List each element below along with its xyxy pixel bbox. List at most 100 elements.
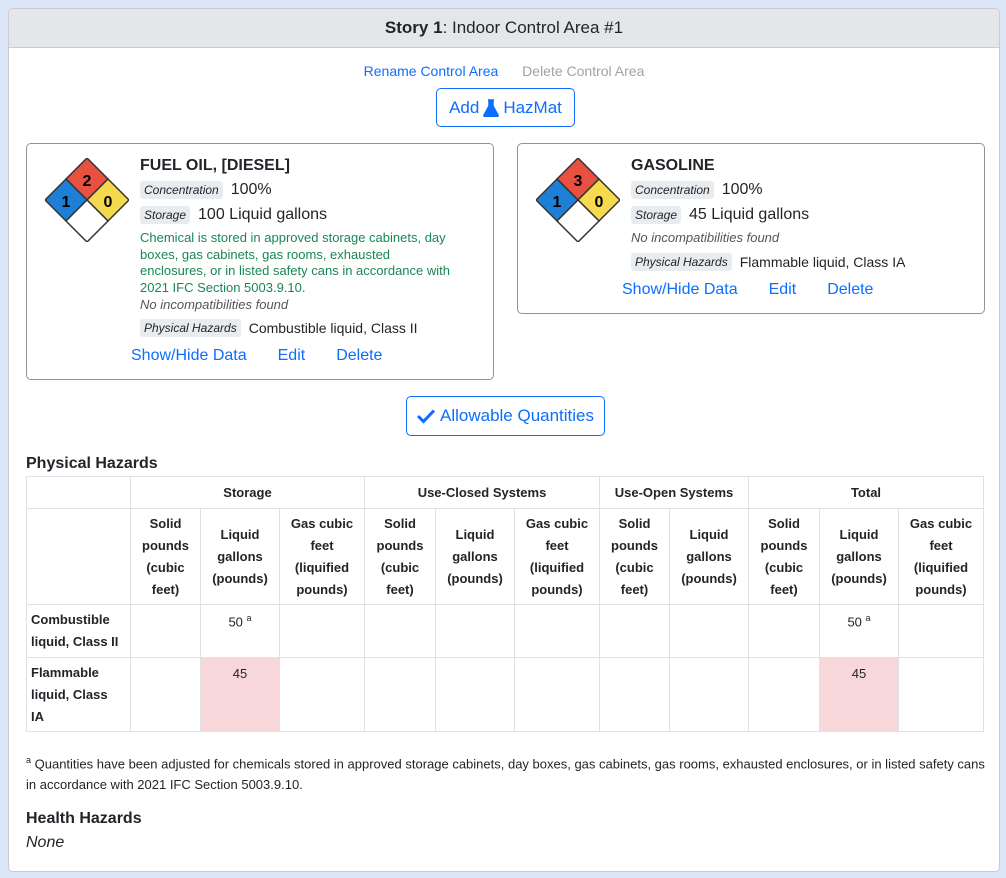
delete-control-area-link[interactable]: Delete Control Area	[522, 63, 645, 79]
chemical-actions: Show/Hide Data Edit Delete	[622, 281, 873, 299]
cell-value: 45	[232, 666, 248, 681]
subheader-gas: Gas cubic feet (liquified pounds)	[898, 508, 984, 605]
table-cell	[748, 604, 820, 658]
show-hide-data-link[interactable]: Show/Hide Data	[131, 347, 247, 364]
subheader-line: (cubic	[615, 559, 654, 575]
subheader-line: Liquid	[220, 526, 260, 542]
subheader-line: (cubic	[146, 559, 185, 575]
subheader-line: (liquified	[294, 559, 350, 575]
row-name-line: liquid, Class II	[31, 634, 119, 649]
physical-hazards-row: Physical Hazards Flammable liquid, Class…	[631, 253, 905, 271]
storage-tag: Storage	[631, 206, 682, 224]
storage-row: Storage 100 Liquid gallons	[140, 206, 327, 224]
subheader-liquid: Liquid gallons (pounds)	[200, 508, 280, 605]
subheader-solid: Solid pounds (cubic feet)	[748, 508, 820, 605]
concentration-tag: Concentration	[140, 181, 223, 199]
physical-hazards-title: Physical Hazards	[26, 455, 158, 472]
table-cell	[514, 604, 600, 658]
concentration-value: 100%	[230, 181, 272, 198]
concentration-row: Concentration 100%	[140, 181, 272, 199]
nfpa-health-value: 1	[553, 194, 562, 211]
total-liquid-cell: 50 a	[819, 604, 899, 658]
health-hazards-none: None	[26, 834, 65, 851]
subheader-liquid: Liquid gallons (pounds)	[819, 508, 899, 605]
storage-liquid-cell: 50 a	[200, 604, 280, 658]
subheader-solid: Solid pounds (cubic feet)	[130, 508, 201, 605]
nfpa-instability-value: 0	[595, 194, 604, 211]
table-cell	[514, 657, 600, 732]
row-name-line: liquid, Class	[31, 686, 108, 702]
subheader-line: feet	[929, 537, 953, 553]
edit-link[interactable]: Edit	[768, 281, 797, 298]
subheader-line: pounds	[142, 537, 189, 553]
subheader-line: Solid	[149, 515, 182, 531]
concentration-tag: Concentration	[631, 181, 714, 199]
concentration-value: 100%	[721, 181, 763, 198]
table-cell	[898, 657, 984, 732]
delete-link[interactable]: Delete	[336, 347, 383, 364]
subheader-line: feet)	[620, 581, 649, 597]
subheader-line: pounds)	[915, 581, 967, 597]
subheader-line: Solid	[618, 515, 651, 531]
subheader-line: feet)	[386, 581, 414, 597]
storage-row: Storage 45 Liquid gallons	[631, 206, 809, 224]
table-cell	[279, 657, 365, 732]
control-area-links: Rename Control Area Delete Control Area	[9, 63, 999, 79]
cell-value: 50	[847, 614, 862, 630]
subheader-line: Solid	[384, 515, 416, 531]
table-cell	[130, 604, 201, 658]
nfpa-diamond-icon: 3 1 0	[536, 158, 620, 242]
subheader-line: (pounds)	[681, 570, 737, 586]
table-row: Flammable liquid, Class IA 45 45	[26, 657, 984, 732]
table-cell	[898, 604, 984, 658]
subheader-line: (liquified	[913, 559, 969, 575]
physical-hazards-tag: Physical Hazards	[140, 319, 241, 337]
group-header-total: Total	[748, 476, 984, 509]
subheader-liquid: Liquid gallons (pounds)	[669, 508, 749, 605]
subheader-line: gallons	[686, 548, 732, 564]
table-cell	[435, 604, 515, 658]
subheader-gas: Gas cubic feet (liquified pounds)	[514, 508, 600, 605]
control-area-card: Story 1: Indoor Control Area #1 Rename C…	[8, 8, 1000, 872]
show-hide-data-link[interactable]: Show/Hide Data	[622, 281, 738, 298]
physical-hazards-value: Combustible liquid, Class II	[248, 320, 418, 336]
subheader-row: Solid pounds (cubic feet) Liquid gallons (poun…	[26, 508, 984, 605]
storage-tag: Storage	[140, 206, 191, 224]
group-header-use-open: Use-Open Systems	[599, 476, 749, 509]
table-cell	[748, 657, 820, 732]
subheader-line: feet	[545, 537, 569, 553]
subheader-line: pounds)	[296, 581, 348, 597]
subheader-line: feet)	[770, 581, 798, 597]
footnote-text: Quantities have been adjusted for chemic…	[26, 756, 985, 793]
subheader-gas: Gas cubic feet (liquified pounds)	[279, 508, 365, 605]
chemical-card-gasoline: 3 1 0 GASOLINE Concentration 100% Storag…	[517, 143, 985, 314]
physical-hazards-value: Flammable liquid, Class IA	[739, 254, 906, 270]
delete-link[interactable]: Delete	[827, 281, 874, 298]
check-icon	[416, 409, 435, 424]
allowable-quantities-label: Allowable Quantities	[439, 406, 595, 425]
row-name-line: Flammable	[31, 664, 99, 680]
subheader-line: feet	[310, 537, 334, 553]
storage-note: Chemical is stored in approved storage c…	[140, 230, 450, 295]
story-label: Story 1	[384, 18, 443, 37]
row-name-line: IA	[31, 708, 44, 724]
table-cell	[364, 657, 436, 732]
physical-hazards-row: Physical Hazards Combustible liquid, Cla…	[140, 319, 418, 337]
flask-icon	[483, 98, 500, 117]
allowable-quantities-button[interactable]: Allowable Quantities	[406, 396, 605, 436]
subheader-line: (pounds)	[831, 570, 887, 586]
subheader-line: Gas cubic	[909, 515, 973, 531]
nfpa-special	[64, 198, 110, 242]
concentration-row: Concentration 100%	[631, 181, 763, 199]
edit-link[interactable]: Edit	[277, 347, 306, 364]
incompatibility-text: No incompatibilities found	[140, 297, 289, 312]
add-hazmat-button[interactable]: Add HazMat	[436, 88, 575, 127]
rename-control-area-link[interactable]: Rename Control Area	[363, 63, 499, 79]
table-cell	[364, 604, 436, 658]
table-cell	[435, 657, 515, 732]
nfpa-special	[555, 198, 601, 242]
footnote-mark: a	[246, 613, 252, 623]
subheader-line: (pounds)	[447, 570, 503, 586]
table-cell	[599, 604, 670, 658]
physical-hazards-tag: Physical Hazards	[631, 253, 732, 271]
